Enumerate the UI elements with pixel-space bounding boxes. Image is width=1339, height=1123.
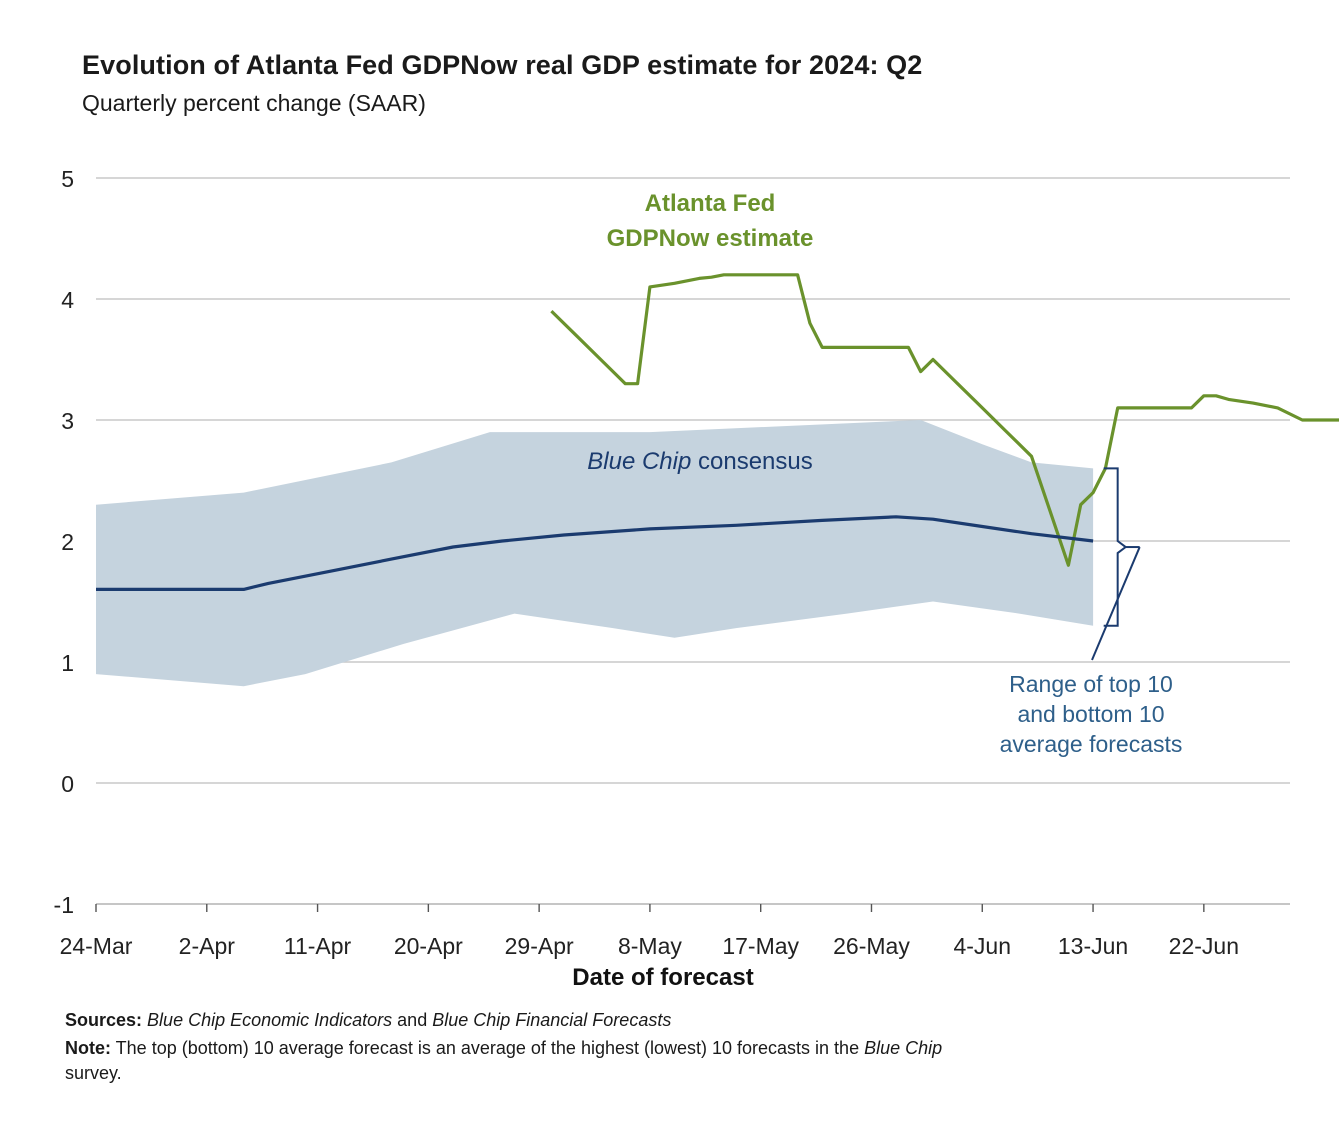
range-label: and bottom 10 bbox=[1017, 701, 1164, 727]
chart-plot: -1 0 1 2 3 4 5 24-Mar 2-Apr 11-Apr 20-Apr 29-Apr 8-M… bbox=[54, 166, 1339, 991]
y-tick-label: 1 bbox=[61, 650, 74, 676]
sources-title-1: Blue Chip Economic Indicators bbox=[147, 1010, 393, 1030]
gdpnow-line bbox=[550, 273, 1339, 567]
x-tick-label: 11-Apr bbox=[284, 933, 352, 959]
x-tick-label: 2-Apr bbox=[179, 933, 236, 959]
gdpnow-label: Atlanta Fed bbox=[645, 190, 776, 217]
series-lines bbox=[96, 273, 1339, 592]
bluechip-label-rest: consensus bbox=[691, 448, 812, 475]
footnote: Note: The top (bottom) 10 average foreca… bbox=[65, 1036, 1215, 1086]
note-text: The top (bottom) 10 average forecast is … bbox=[111, 1038, 865, 1058]
range-band bbox=[96, 420, 1094, 687]
y-tick-label: 3 bbox=[61, 408, 74, 434]
range-label: average forecasts bbox=[1000, 731, 1183, 757]
x-tick-label: 29-Apr bbox=[505, 933, 574, 959]
x-axis-title: Date of forecast bbox=[572, 964, 753, 991]
sources-label: Sources: bbox=[65, 1010, 143, 1030]
sources-note: Sources: Blue Chip Economic Indicators a… bbox=[65, 1008, 671, 1033]
x-tick-label: 17-May bbox=[722, 933, 799, 959]
bluechip-consensus-line bbox=[96, 515, 1094, 592]
x-tick-label: 20-Apr bbox=[394, 933, 463, 959]
y-tick-label: 4 bbox=[61, 287, 74, 313]
note-italic: Blue Chip bbox=[864, 1038, 943, 1058]
x-tick-label: 24-Mar bbox=[60, 933, 133, 959]
bluechip-label-italic: Blue Chip bbox=[587, 448, 691, 475]
sources-and: and bbox=[392, 1010, 433, 1030]
axes: -1 0 1 2 3 4 5 24-Mar 2-Apr 11-Apr 20-Apr 29-Apr 8-M… bbox=[54, 166, 1290, 991]
y-tick-label: 2 bbox=[61, 529, 74, 555]
x-tick-label: 26-May bbox=[833, 933, 910, 959]
y-tick-label: 0 bbox=[61, 771, 74, 797]
range-label: Range of top 10 bbox=[1009, 671, 1173, 697]
note-end: survey. bbox=[65, 1063, 122, 1083]
y-tick-label: 5 bbox=[61, 166, 74, 192]
range-bracket bbox=[1103, 467, 1128, 627]
gdpnow-label: GDPNow estimate bbox=[607, 225, 814, 252]
y-tick-label: -1 bbox=[54, 892, 74, 918]
x-tick-label: 13-Jun bbox=[1058, 933, 1128, 959]
x-tick-label: 4-Jun bbox=[953, 933, 1011, 959]
range-band-area bbox=[96, 420, 1094, 687]
range-leader-line bbox=[1091, 546, 1141, 661]
x-tick-label: 8-May bbox=[618, 933, 682, 959]
sources-title-2: Blue Chip Financial Forecasts bbox=[432, 1010, 672, 1030]
chart-subtitle: Quarterly percent change (SAAR) bbox=[82, 90, 426, 116]
x-tick-label: 22-Jun bbox=[1169, 933, 1239, 959]
annotations: Atlanta Fed GDPNow estimate Blue Chip cons… bbox=[587, 190, 1182, 757]
note-label: Note: bbox=[65, 1038, 111, 1058]
bluechip-label: Blue Chip consensus bbox=[587, 448, 812, 475]
chart-title: Evolution of Atlanta Fed GDPNow real GDP… bbox=[82, 50, 923, 80]
